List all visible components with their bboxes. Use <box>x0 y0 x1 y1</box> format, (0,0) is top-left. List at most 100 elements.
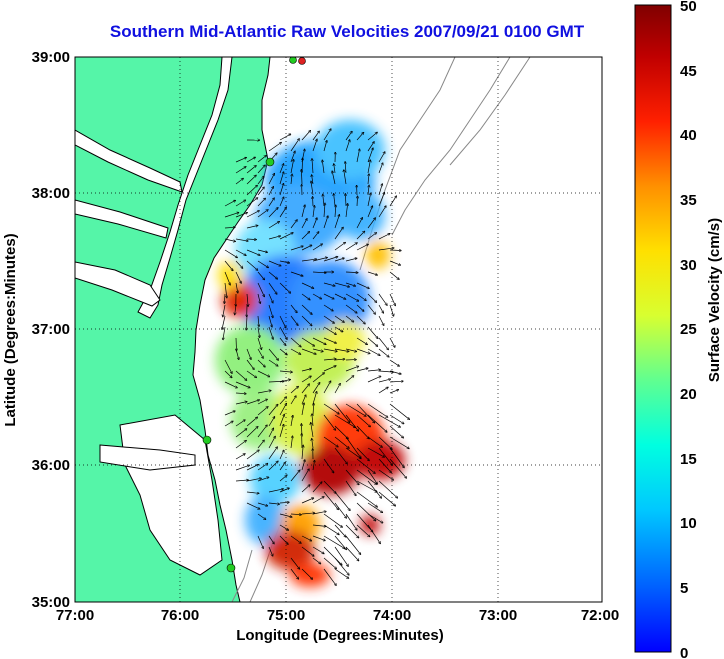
current-vector <box>268 187 273 196</box>
current-vector <box>345 272 358 273</box>
current-vector <box>246 348 251 359</box>
current-vector <box>246 175 256 185</box>
current-vector <box>235 440 246 449</box>
current-vector <box>312 546 324 554</box>
current-vector <box>246 211 259 218</box>
current-vector <box>268 271 277 279</box>
current-vector <box>223 326 226 340</box>
current-vector <box>279 397 286 405</box>
current-vector <box>389 414 404 424</box>
current-vector <box>357 196 358 207</box>
colorbar-tick-label: 15 <box>680 451 697 468</box>
current-vector <box>312 131 319 141</box>
current-vector <box>334 403 350 423</box>
current-vector <box>301 369 311 372</box>
current-vector <box>367 480 381 498</box>
current-vector <box>323 568 336 585</box>
current-vector <box>389 403 409 419</box>
current-vector <box>345 131 352 141</box>
x-tick-label: 74:00 <box>373 607 411 624</box>
current-vector <box>246 260 258 270</box>
current-vector <box>323 129 331 141</box>
current-vector <box>290 535 301 543</box>
current-vector <box>345 513 357 530</box>
colorbar-ticks: 50 45 40 35 30 25 20 15 10 5 0 <box>680 0 697 659</box>
y-tick-label: 36:00 <box>32 457 70 474</box>
current-vector <box>345 480 356 495</box>
current-vector <box>279 404 286 416</box>
current-vector <box>334 215 339 229</box>
current-vector <box>378 152 385 163</box>
current-vector <box>312 293 321 299</box>
current-vector <box>268 489 283 493</box>
current-vector <box>312 139 317 152</box>
current-vector <box>290 220 297 229</box>
current-vector <box>323 513 342 527</box>
current-vector <box>367 403 388 417</box>
current-vector <box>312 482 322 493</box>
current-vector <box>334 293 346 299</box>
current-vector <box>312 218 317 229</box>
current-vector <box>257 502 267 506</box>
current-vector <box>290 151 295 163</box>
current-vector <box>367 293 376 302</box>
current-vector <box>367 304 375 314</box>
current-vector <box>301 282 314 288</box>
current-vector <box>268 436 275 449</box>
current-vector <box>279 233 293 240</box>
current-vector <box>345 204 348 218</box>
current-vector <box>246 198 258 207</box>
current-vector <box>301 485 310 493</box>
current-vector <box>279 414 284 427</box>
current-vector <box>224 249 237 258</box>
colorbar-label: Surface Velocity (cm/s) <box>706 218 723 382</box>
current-vector <box>257 293 260 303</box>
current-vector <box>224 370 232 378</box>
current-vector <box>334 164 335 174</box>
current-vector <box>257 359 265 367</box>
current-vector <box>334 557 349 575</box>
velocity-blob <box>366 241 390 269</box>
current-vector <box>367 218 375 229</box>
current-vector <box>367 436 382 447</box>
current-vector <box>378 206 386 218</box>
colorbar-tick-label: 20 <box>680 386 697 403</box>
current-vector <box>268 282 277 294</box>
current-vector <box>356 403 375 423</box>
current-vector <box>389 458 406 478</box>
current-vector <box>268 535 274 544</box>
current-vector <box>323 257 338 262</box>
current-vector <box>302 445 303 460</box>
current-vector <box>258 315 259 326</box>
current-vector <box>279 424 284 438</box>
current-vector <box>345 403 366 416</box>
current-vector <box>257 337 261 349</box>
current-vector <box>246 400 259 405</box>
current-vector <box>257 348 263 358</box>
current-vector <box>257 282 264 297</box>
current-vector <box>312 159 313 174</box>
current-vector <box>323 348 337 351</box>
current-vector <box>367 233 376 240</box>
current-vector <box>235 249 246 255</box>
current-vector <box>301 304 312 314</box>
colorbar-tick-label: 35 <box>680 192 697 209</box>
current-vector <box>335 205 336 218</box>
map-title: Southern Mid-Atlantic Raw Velocities 200… <box>109 22 585 41</box>
velocity-blob <box>218 261 242 289</box>
current-vector <box>235 393 246 394</box>
current-vector <box>312 497 324 504</box>
current-vector <box>378 248 394 251</box>
current-vector <box>345 315 354 322</box>
current-vector <box>334 414 355 427</box>
current-vector <box>389 271 399 279</box>
current-vector <box>323 359 336 360</box>
current-vector <box>334 359 345 360</box>
current-vector <box>268 236 280 240</box>
current-vector <box>323 546 342 565</box>
x-tick-label: 72:00 <box>581 607 619 624</box>
current-vector <box>235 465 249 471</box>
y-tick-label: 38:00 <box>32 185 70 202</box>
current-vector <box>368 174 369 185</box>
current-vector <box>268 304 273 318</box>
